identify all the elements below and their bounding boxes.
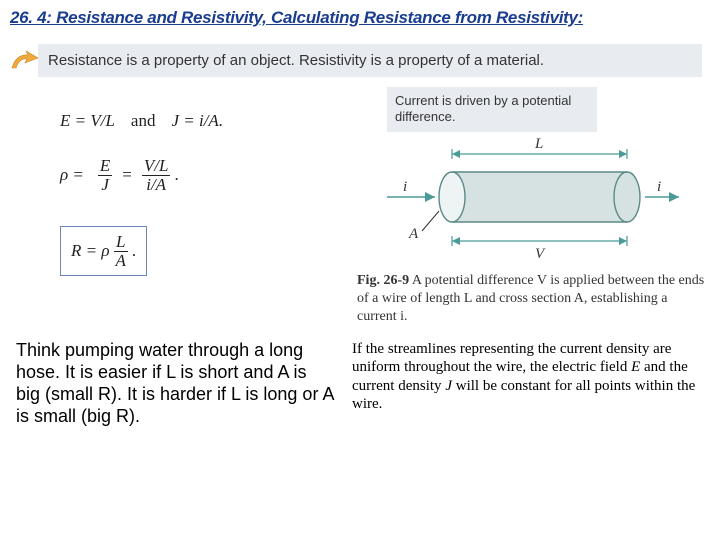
r-lhs: R = ρ <box>71 241 110 261</box>
explanation-text: If the streamlines representing the curr… <box>348 340 708 428</box>
bottom-row: Think pumping water through a long hose.… <box>0 340 720 428</box>
figure-column: Current is driven by a potential differe… <box>345 87 720 326</box>
figure-callout-box: Current is driven by a potential differe… <box>387 87 597 132</box>
equation-e-j: E = V/L and J = i/A. <box>60 111 345 131</box>
expl-1: If the streamlines representing the curr… <box>352 341 671 375</box>
figure-caption-text: A potential difference V is applied betw… <box>357 273 704 324</box>
rho-eq: = <box>116 165 138 185</box>
analogy-text: Think pumping water through a long hose.… <box>0 340 348 428</box>
rho-lhs: ρ = <box>60 165 84 185</box>
rho-frac2: V/L i/A <box>142 157 171 194</box>
eq-e-lhs: E = V/L <box>60 111 115 131</box>
equation-r: R = ρ L A . <box>60 226 345 277</box>
rho-dot: . <box>174 165 178 185</box>
expl-E: E <box>631 359 640 375</box>
figure-caption-label: Fig. 26-9 <box>357 273 409 288</box>
expl-J: J <box>445 378 452 394</box>
equation-rho: ρ = E J = V/L i/A . <box>60 157 345 194</box>
rho-frac1: E J <box>98 157 112 194</box>
callout-arrow-icon <box>10 50 40 72</box>
fig-label-i-left: i <box>403 179 407 195</box>
main-row: E = V/L and J = i/A. ρ = E J = V/L i/A .… <box>0 87 720 326</box>
rho-f1-num: E <box>98 157 112 175</box>
eq-and: and <box>131 111 156 131</box>
callout-text: Resistance is a property of an object. R… <box>48 52 544 69</box>
r-frac: L A <box>114 233 128 270</box>
r-dot: . <box>132 241 136 261</box>
r-num: L <box>114 233 127 251</box>
eq-j-rhs: J = i/A. <box>171 111 223 131</box>
figure-26-9-diagram: L i i A V <box>367 136 687 266</box>
page-title: 26. 4: Resistance and Resistivity, Calcu… <box>0 0 720 32</box>
rho-f2-den: i/A <box>144 176 168 194</box>
fig-label-L: L <box>534 136 543 152</box>
callout-box: Resistance is a property of an object. R… <box>38 44 702 77</box>
r-den: A <box>114 252 128 270</box>
rho-f2-num: V/L <box>142 157 171 175</box>
equations-column: E = V/L and J = i/A. ρ = E J = V/L i/A .… <box>0 87 345 326</box>
rho-f1-den: J <box>99 176 111 194</box>
equation-r-box: R = ρ L A . <box>60 226 147 277</box>
figure-caption: Fig. 26-9 A potential difference V is ap… <box>357 272 720 327</box>
fig-label-A: A <box>408 226 419 242</box>
fig-label-i-right: i <box>657 179 661 195</box>
fig-label-V: V <box>535 246 546 262</box>
